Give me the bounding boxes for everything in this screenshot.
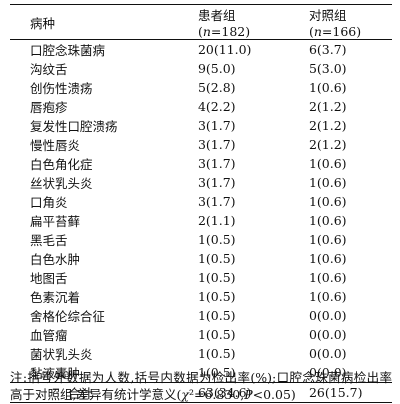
header-control-n: n xyxy=(313,24,322,39)
row-disease: 口角炎 xyxy=(30,195,68,210)
total-patient: 63(34.6) xyxy=(167,382,281,403)
row-disease: 黑毛舌 xyxy=(30,233,68,248)
header-row: 病种 患者组(n=182) 对照组(n=166) xyxy=(10,4,392,40)
table-footer: 合计 63(34.6) 26(15.7) xyxy=(10,382,392,403)
row-control: 6(3.7) xyxy=(308,42,347,57)
row-control: 2(1.2) xyxy=(308,118,347,133)
row-disease: 地图舌 xyxy=(30,271,68,286)
row-patient: 1(0.5) xyxy=(197,251,236,266)
row-patient: 3(1.7) xyxy=(197,194,236,209)
total-label: 合计 xyxy=(10,382,168,403)
table-row: 舍格伦综合征 1(0.5) 0(0.0) xyxy=(10,306,392,325)
row-disease: 色素沉着 xyxy=(30,290,81,305)
row-patient: 4(2.2) xyxy=(197,99,236,114)
row-control: 1(0.6) xyxy=(308,251,347,266)
row-patient: 3(1.7) xyxy=(197,175,236,190)
row-disease: 口腔念珠菌病 xyxy=(30,43,106,58)
table-row: 创伤性溃疡 5(2.8) 1(0.6) xyxy=(10,78,392,97)
table-row: 慢性唇炎 3(1.7) 2(1.2) xyxy=(10,135,392,154)
row-patient: 3(1.7) xyxy=(197,137,236,152)
row-patient: 9(5.0) xyxy=(197,61,236,76)
table-row: 丝状乳头炎 3(1.7) 1(0.6) xyxy=(10,173,392,192)
total-control: 26(15.7) xyxy=(280,382,392,403)
row-disease: 菌状乳头炎 xyxy=(30,347,93,362)
row-patient: 2(1.1) xyxy=(197,213,236,228)
header-patient-group: 患者组(n=182) xyxy=(167,4,281,40)
total-row: 合计 63(34.6) 26(15.7) xyxy=(10,382,392,403)
header-disease: 病种 xyxy=(10,4,168,40)
row-disease: 创伤性溃疡 xyxy=(30,81,93,96)
row-disease: 唇疱疹 xyxy=(30,100,68,115)
table-row: 口腔念珠菌病 20(11.0) 6(3.7) xyxy=(10,40,392,60)
row-patient: 1(0.5) xyxy=(197,308,236,323)
table-row: 复发性口腔溃疡 3(1.7) 2(1.2) xyxy=(10,116,392,135)
row-patient: 1(0.5) xyxy=(197,270,236,285)
row-control: 1(0.6) xyxy=(308,232,347,247)
table-header: 病种 患者组(n=182) 对照组(n=166) xyxy=(10,4,392,40)
header-control-prefix: 对照组( xyxy=(308,8,347,39)
row-control: 1(0.6) xyxy=(308,270,347,285)
row-disease: 慢性唇炎 xyxy=(30,138,81,153)
header-patient-n: n xyxy=(202,24,211,39)
note-text-after: <0.05) xyxy=(252,387,296,402)
header-patient-prefix: 患者组( xyxy=(197,8,236,39)
table-row: 菌状乳头炎 1(0.5) 0(0.0) xyxy=(10,344,392,363)
row-patient: 1(0.5) xyxy=(197,232,236,247)
row-disease: 扁平苔藓 xyxy=(30,214,81,229)
row-disease: 白色水肿 xyxy=(30,252,81,267)
row-control: 1(0.6) xyxy=(308,213,347,228)
row-disease: 白色角化症 xyxy=(30,157,93,172)
row-control: 0(0.0) xyxy=(308,365,347,380)
table-row: 地图舌 1(0.5) 1(0.6) xyxy=(10,268,392,287)
row-control: 1(0.6) xyxy=(308,194,347,209)
row-control: 1(0.6) xyxy=(308,80,347,95)
row-disease: 舍格伦综合征 xyxy=(30,309,106,324)
row-disease: 丝状乳头炎 xyxy=(30,176,93,191)
row-control: 1(0.6) xyxy=(308,175,347,190)
row-disease: 复发性口腔溃疡 xyxy=(30,119,118,134)
note-p: P xyxy=(244,387,253,402)
table-note: 注:括号外数据为人数,括号内数据为检出率(%);口腔念珠菌病检出率高于对照组,差… xyxy=(10,369,392,403)
row-patient: 1(0.5) xyxy=(197,365,236,380)
row-patient: 20(11.0) xyxy=(197,42,252,57)
header-control-count: =166) xyxy=(321,24,362,39)
table-row: 扁平苔藓 2(1.1) 1(0.6) xyxy=(10,211,392,230)
row-control: 0(0.0) xyxy=(308,346,347,361)
table-row: 黏液囊肿 1(0.5) 0(0.0) xyxy=(10,363,392,383)
row-disease: 血管瘤 xyxy=(30,328,68,343)
row-control: 2(1.2) xyxy=(308,99,347,114)
table-row: 唇疱疹 4(2.2) 2(1.2) xyxy=(10,97,392,116)
table-row: 血管瘤 1(0.5) 0(0.0) xyxy=(10,325,392,344)
row-disease: 黏液囊肿 xyxy=(30,366,81,381)
row-control: 0(0.0) xyxy=(308,308,347,323)
header-control-group: 对照组(n=166) xyxy=(280,4,392,40)
table-row: 色素沉着 1(0.5) 1(0.6) xyxy=(10,287,392,306)
disease-table: 病种 患者组(n=182) 对照组(n=166) 口腔念珠菌病 20(11.0) 6… xyxy=(10,4,392,403)
table-body: 口腔念珠菌病 20(11.0) 6(3.7) 沟纹舌 9(5.0) 5(3.0) 创伤性溃疡… xyxy=(10,40,392,383)
table-row: 口角炎 3(1.7) 1(0.6) xyxy=(10,192,392,211)
row-control: 5(3.0) xyxy=(308,61,347,76)
row-patient: 3(1.7) xyxy=(197,156,236,171)
row-disease: 沟纹舌 xyxy=(30,62,68,77)
table-row: 白色水肿 1(0.5) 1(0.6) xyxy=(10,249,392,268)
table-row: 沟纹舌 9(5.0) 5(3.0) xyxy=(10,59,392,78)
row-patient: 1(0.5) xyxy=(197,289,236,304)
note-chi-value: ²=6.830, xyxy=(188,387,245,402)
row-control: 2(1.2) xyxy=(308,137,347,152)
row-control: 0(0.0) xyxy=(308,327,347,342)
row-patient: 3(1.7) xyxy=(197,118,236,133)
row-patient: 1(0.5) xyxy=(197,327,236,342)
row-control: 1(0.6) xyxy=(308,289,347,304)
note-text-before: 注:括号外数据为人数,括号内数据为检出率(%);口腔念珠菌病检出率高于对照组,差… xyxy=(10,370,392,402)
note-chi: χ xyxy=(181,387,189,402)
row-control: 1(0.6) xyxy=(308,156,347,171)
header-patient-count: =182) xyxy=(210,24,251,39)
row-patient: 5(2.8) xyxy=(197,80,236,95)
table-row: 黑毛舌 1(0.5) 1(0.6) xyxy=(10,230,392,249)
row-patient: 1(0.5) xyxy=(197,346,236,361)
table-row: 白色角化症 3(1.7) 1(0.6) xyxy=(10,154,392,173)
